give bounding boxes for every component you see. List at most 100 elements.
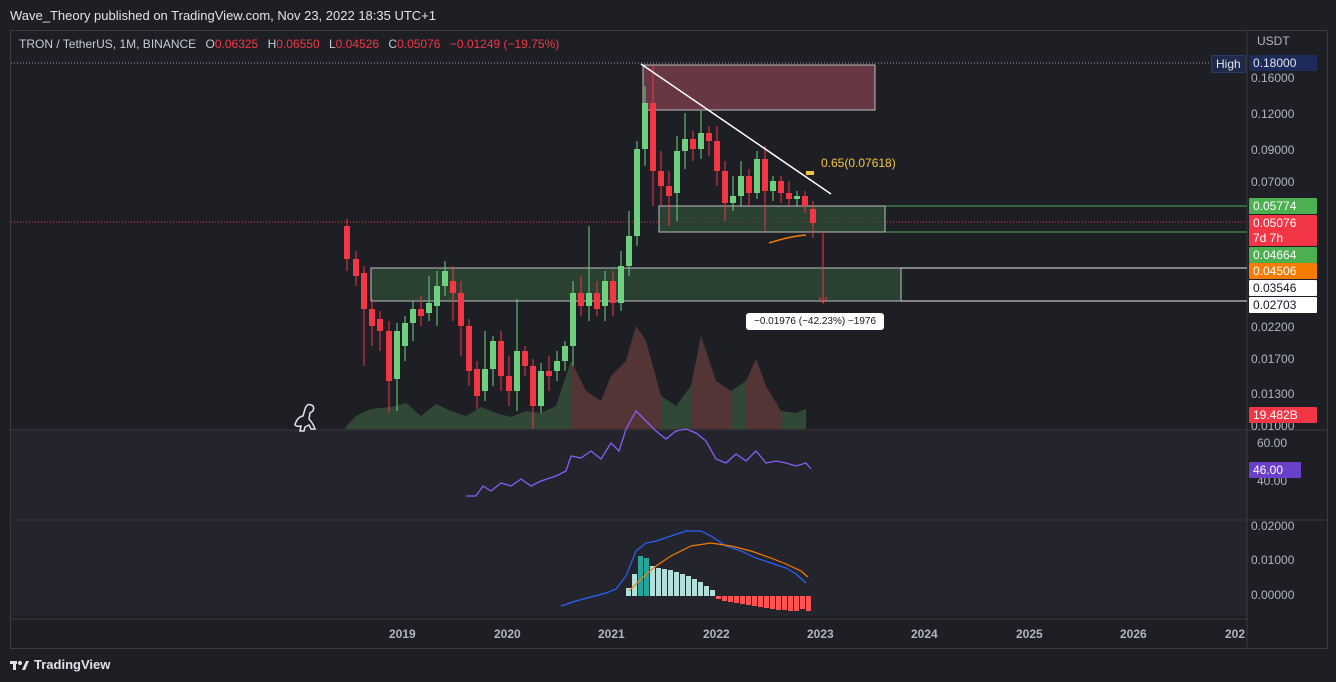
candle-body: [594, 293, 600, 309]
chart-frame[interactable]: USDT 0.16000 0.12000 0.09000 0.07000 0.0…: [10, 30, 1328, 649]
candle-body: [578, 293, 584, 306]
candle-body: [386, 331, 392, 381]
macd-bar: [638, 556, 643, 596]
macd-bar: [716, 596, 721, 599]
macd-bar: [794, 596, 799, 611]
price-tick: 0.01700: [1251, 352, 1295, 366]
candle-body: [666, 186, 672, 196]
macd-bar: [782, 596, 787, 610]
price-tag: 0.03546: [1249, 280, 1317, 296]
macd-tick: 0.00000: [1251, 588, 1295, 602]
candle-body: [442, 271, 448, 286]
macd-bar: [686, 576, 691, 596]
candle-body: [434, 286, 440, 306]
time-tick: 2025: [1016, 627, 1043, 641]
candle-body: [506, 376, 512, 391]
price-tag: 0.02703: [1249, 297, 1317, 313]
macd-bar: [722, 596, 727, 601]
macd-histogram: [626, 556, 811, 611]
candle-body: [610, 281, 616, 303]
candle-body: [746, 176, 752, 193]
publisher-info: Wave_Theory published on TradingView.com…: [10, 8, 436, 23]
candle-body: [554, 361, 560, 371]
ohlc-legend[interactable]: TRON / TetherUS, 1M, BINANCE O0.06325 H0…: [19, 37, 560, 51]
fib-marker: [806, 171, 814, 175]
candle-body: [490, 341, 496, 369]
macd-bar: [704, 586, 709, 596]
footer: TradingView: [0, 652, 1336, 682]
signal-line: [628, 542, 809, 592]
time-tick: 2022: [703, 627, 730, 641]
supply-zone[interactable]: [642, 64, 876, 111]
rsi-pane-bg: [11, 431, 1247, 519]
candle-body: [802, 196, 808, 206]
macd-tick: 0.01000: [1251, 553, 1295, 567]
price-tag: 0.04506: [1249, 263, 1317, 279]
macd-bar: [758, 596, 763, 607]
price-tag: 0.05774: [1249, 198, 1317, 214]
candle-body: [714, 141, 720, 171]
chart-canvas[interactable]: USDT 0.16000 0.12000 0.09000 0.07000 0.0…: [11, 31, 1327, 648]
candle-body: [361, 273, 367, 309]
rsi-tick: 60.00: [1257, 436, 1287, 450]
candle-body: [369, 309, 375, 326]
candle-body: [530, 366, 536, 406]
candle-body: [458, 293, 464, 326]
candle-body: [482, 369, 488, 391]
candle-body: [426, 303, 432, 313]
macd-bar: [776, 596, 781, 610]
last-price-tag: 0.05076 7d 7h: [1249, 215, 1317, 246]
candle-body: [618, 266, 624, 303]
candle-body: [762, 159, 768, 191]
volume-area-down: [746, 359, 781, 429]
macd-line: [560, 530, 807, 607]
price-tick: 0.09000: [1251, 143, 1295, 157]
demand-zone-upper[interactable]: [658, 205, 886, 233]
candle-body: [562, 346, 568, 361]
price-tick: 0.02200: [1251, 320, 1295, 334]
candle-body: [522, 351, 528, 366]
measure-label: −0.01976 (−42.23%) −1976: [746, 313, 885, 330]
candle-body: [602, 281, 608, 306]
volume-area-down: [571, 326, 661, 429]
candle-body: [658, 171, 664, 186]
macd-bar: [788, 596, 793, 611]
volume-tag: 19.482B: [1249, 407, 1317, 423]
macd-bar: [680, 574, 685, 596]
macd-bar: [740, 596, 745, 604]
candle-body: [810, 209, 816, 223]
price-tick: 0.12000: [1251, 107, 1295, 121]
time-tick: 2021: [598, 627, 625, 641]
candle-body: [410, 309, 416, 323]
macd-bar: [644, 558, 649, 596]
candle-body: [754, 159, 760, 193]
macd-bar: [710, 590, 715, 596]
price-tick: 0.01300: [1251, 387, 1295, 401]
fib-label: 0.65(0.07618): [821, 156, 896, 170]
candle-body: [570, 293, 576, 346]
macd-tick: 0.02000: [1251, 519, 1295, 533]
change-value: −0.01249 (−19.75%): [449, 37, 560, 51]
candle-body: [586, 293, 592, 306]
trendline[interactable]: [640, 63, 832, 195]
macd-bar: [806, 596, 811, 611]
volume-area-down: [691, 336, 731, 429]
rsi-tag: 46.00: [1249, 462, 1301, 478]
candle-body: [682, 139, 688, 151]
candle-body: [698, 133, 704, 149]
tradingview-logo[interactable]: TradingView: [10, 657, 110, 672]
close-value: 0.05076: [397, 37, 441, 51]
price-tick: 0.16000: [1251, 71, 1295, 85]
candle-body: [778, 181, 784, 193]
candle-body: [418, 309, 424, 316]
candle-body: [344, 226, 350, 259]
macd-bar: [698, 582, 703, 596]
candle-body: [450, 281, 456, 293]
dinosaur-icon: [294, 403, 317, 432]
price-tick: 0.07000: [1251, 175, 1295, 189]
candle-body: [642, 103, 648, 149]
time-tick: 202: [1225, 627, 1245, 641]
price-tag: 0.04664: [1249, 247, 1317, 263]
measure-arrowhead: [818, 296, 828, 304]
macd-bar: [668, 570, 673, 596]
